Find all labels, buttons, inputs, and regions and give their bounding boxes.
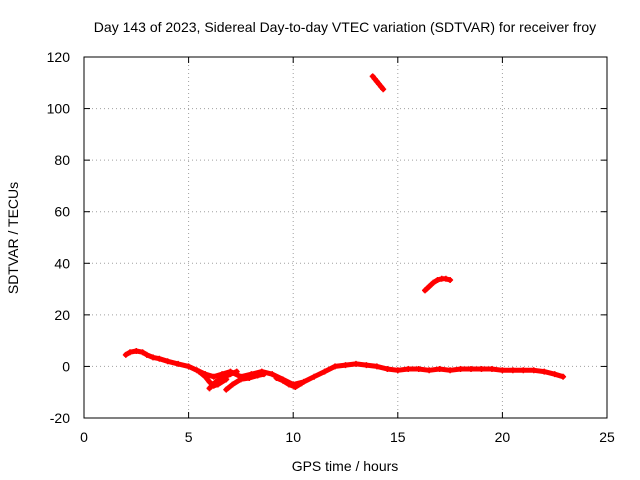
chart-title: Day 143 of 2023, Sidereal Day-to-day VTE… [94, 19, 596, 35]
y-tick-label: 120 [47, 49, 71, 65]
y-tick-label: 0 [62, 358, 70, 374]
data-point [223, 386, 230, 393]
data-point [196, 368, 203, 375]
data-point [133, 347, 140, 354]
data-point [286, 381, 293, 388]
data-point [175, 360, 182, 367]
data-point [143, 351, 150, 358]
data-point [426, 283, 433, 290]
data-point [373, 363, 380, 370]
data-point [150, 354, 157, 361]
data-point [139, 349, 146, 356]
x-tick-label: 20 [495, 429, 511, 445]
y-tick-label: 40 [54, 255, 70, 271]
data-point [237, 376, 244, 383]
data-point [254, 372, 261, 379]
data-point [363, 362, 370, 369]
data-layer [122, 73, 567, 393]
data-point [279, 377, 286, 384]
data-point [311, 373, 318, 380]
data-point [421, 287, 428, 294]
x-tick-label: 10 [285, 429, 301, 445]
data-point [219, 375, 226, 382]
data-point [384, 366, 391, 373]
data-point [509, 367, 516, 374]
data-point [298, 380, 305, 387]
data-point [212, 378, 219, 385]
data-point [468, 366, 475, 373]
data-point [394, 367, 401, 374]
data-point [273, 375, 280, 382]
data-point [332, 363, 339, 370]
data-point [227, 371, 234, 378]
data-point [380, 86, 387, 93]
series-7 [421, 275, 454, 294]
plot-frame [83, 56, 608, 419]
data-point [426, 367, 433, 374]
data-point [430, 279, 437, 286]
x-axis-label: GPS time / hours [292, 458, 399, 474]
data-point [185, 363, 192, 370]
data-point [206, 385, 213, 392]
y-tick-label: -20 [50, 410, 70, 426]
data-point [206, 378, 213, 385]
data-point [202, 373, 209, 380]
data-point [321, 368, 328, 375]
data-point [488, 366, 495, 373]
series-3 [206, 368, 240, 392]
data-point [436, 366, 443, 373]
grid [84, 57, 607, 418]
x-tick-label: 25 [599, 429, 615, 445]
data-point [246, 375, 253, 382]
data-point [405, 366, 412, 373]
series-5 [273, 375, 305, 391]
data-point [478, 366, 485, 373]
data-point [442, 275, 449, 282]
y-tick-label: 80 [54, 152, 70, 168]
data-point [447, 277, 454, 284]
data-point [269, 371, 276, 378]
data-point [541, 368, 548, 375]
data-point [560, 373, 567, 380]
data-point [156, 355, 163, 362]
data-point [499, 367, 506, 374]
data-point [551, 371, 558, 378]
data-point [122, 351, 129, 358]
data-point [415, 366, 422, 373]
data-point [233, 368, 240, 375]
data-point [447, 367, 454, 374]
data-point [520, 367, 527, 374]
data-point [229, 381, 236, 388]
data-point [352, 360, 359, 367]
x-tick-label: 0 [80, 429, 88, 445]
data-point [530, 367, 537, 374]
y-axis-label: SDTVAR / TECUs [5, 182, 21, 294]
data-point [164, 358, 171, 365]
data-point [457, 366, 464, 373]
y-tick-label: 20 [54, 307, 70, 323]
y-tick-label: 60 [54, 204, 70, 220]
series-4 [223, 371, 267, 393]
y-tick-label: 100 [47, 101, 71, 117]
plot-border [83, 56, 608, 419]
data-point [260, 371, 267, 378]
series-6 [369, 73, 387, 93]
data-point [127, 349, 134, 356]
x-tick-label: 15 [390, 429, 406, 445]
x-tick-label: 5 [185, 429, 193, 445]
data-point [342, 362, 349, 369]
ticks: 0 5 10 15 20 25 -20 0 20 40 60 80 100 120 [47, 49, 615, 445]
data-point [292, 384, 299, 391]
data-point [210, 373, 217, 380]
data-point [434, 277, 441, 284]
